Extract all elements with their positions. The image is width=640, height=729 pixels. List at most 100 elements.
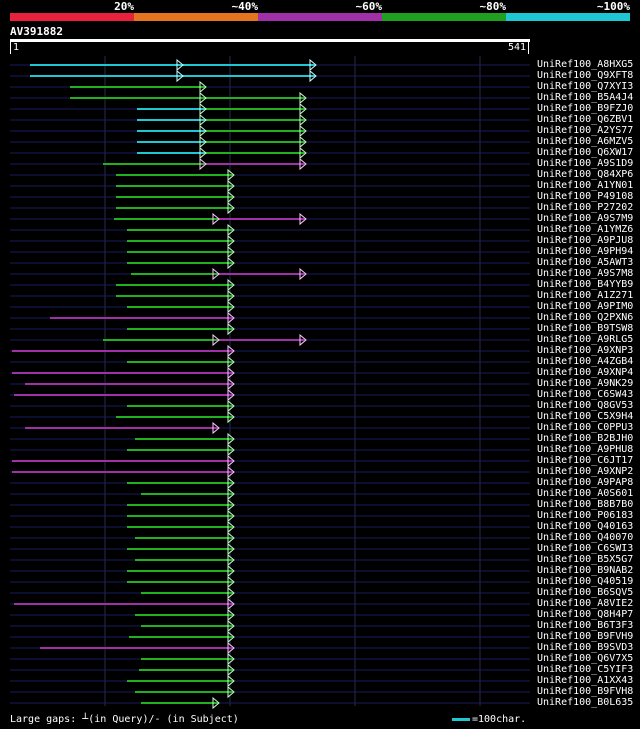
hit-label[interactable]: UniRef100_B5X5G7 xyxy=(537,554,634,565)
hit-end-marker xyxy=(227,663,235,677)
hit-label[interactable]: UniRef100_B9FVH8 xyxy=(537,686,634,697)
hit-label[interactable]: UniRef100_Q9XFT8 xyxy=(537,70,634,81)
hit-label[interactable]: UniRef100_A2YS77 xyxy=(537,125,634,136)
hit-end-marker xyxy=(299,146,307,160)
hit-label[interactable]: UniRef100_A9PHU8 xyxy=(537,444,634,455)
hit-label[interactable]: UniRef100_B9NAB2 xyxy=(537,565,634,576)
hit-end-marker xyxy=(227,685,235,699)
hit-label[interactable]: UniRef100_B9TSW8 xyxy=(537,323,634,334)
hit-label[interactable]: UniRef100_Q40163 xyxy=(537,521,634,532)
hit-label[interactable]: UniRef100_A9S7M9 xyxy=(537,213,634,224)
hit-label[interactable]: UniRef100_P27202 xyxy=(537,202,634,213)
hit-label[interactable]: UniRef100_C5YIF3 xyxy=(537,664,634,675)
hit-label[interactable]: UniRef100_B6SQV5 xyxy=(537,587,634,598)
hit-end-marker xyxy=(299,91,307,105)
hit-label[interactable]: UniRef100_A9XNP4 xyxy=(537,367,634,378)
hit-end-marker xyxy=(199,91,207,105)
hit-label[interactable]: UniRef100_A9XNP2 xyxy=(537,466,634,477)
hit-label[interactable]: UniRef100_A9S1D9 xyxy=(537,158,634,169)
hit-end-marker xyxy=(227,542,235,556)
hit-end-marker xyxy=(212,421,220,435)
hit-label[interactable]: UniRef100_Q2PXN6 xyxy=(537,312,634,323)
hit-label[interactable]: UniRef100_A9PAP8 xyxy=(537,477,634,488)
ruler-end-label: 541 xyxy=(494,42,529,54)
hit-end-marker xyxy=(227,399,235,413)
hit-end-marker xyxy=(212,267,220,281)
hit-end-marker xyxy=(299,212,307,226)
hit-label[interactable]: UniRef100_P49108 xyxy=(537,191,634,202)
hit-label[interactable]: UniRef100_A9RLG5 xyxy=(537,334,634,345)
query-name: AV391882 xyxy=(10,25,63,38)
hit-end-marker xyxy=(227,245,235,259)
hit-label[interactable]: UniRef100_B9FVH9 xyxy=(537,631,634,642)
hit-label[interactable]: UniRef100_Q7XYI3 xyxy=(537,81,634,92)
hit-label[interactable]: UniRef100_A9PJU8 xyxy=(537,235,634,246)
scale-label-1: 20% xyxy=(114,0,134,13)
hit-label[interactable]: UniRef100_C6SWI3 xyxy=(537,543,634,554)
hit-end-marker xyxy=(227,377,235,391)
hit-end-marker xyxy=(227,531,235,545)
hit-label[interactable]: UniRef100_A8HXG5 xyxy=(537,59,634,70)
hit-label[interactable]: UniRef100_C5X9H4 xyxy=(537,411,634,422)
ruler-start-label: 1 xyxy=(10,42,19,54)
hit-label[interactable]: UniRef100_A1Z271 xyxy=(537,290,634,301)
hit-end-marker xyxy=(227,498,235,512)
hit-end-marker xyxy=(227,278,235,292)
hit-label[interactable]: UniRef100_A9XNP3 xyxy=(537,345,634,356)
hit-label[interactable]: UniRef100_P06183 xyxy=(537,510,634,521)
hit-end-marker xyxy=(299,124,307,138)
hit-label[interactable]: UniRef100_C6SW43 xyxy=(537,389,634,400)
hit-end-marker xyxy=(227,388,235,402)
hit-end-marker xyxy=(299,333,307,347)
hit-label[interactable]: UniRef100_A9NK29 xyxy=(537,378,634,389)
hit-label[interactable]: UniRef100_Q6XW17 xyxy=(537,147,634,158)
scale-segment-2 xyxy=(134,13,258,21)
scale-label-5: ~100% xyxy=(596,0,630,13)
legend-scale: =100char. xyxy=(452,714,526,725)
hit-end-marker xyxy=(227,344,235,358)
hit-label[interactable]: UniRef100_Q6ZBV1 xyxy=(537,114,634,125)
hit-label[interactable]: UniRef100_A5AWT3 xyxy=(537,257,634,268)
hit-label[interactable]: UniRef100_A1YMZ6 xyxy=(537,224,634,235)
hit-end-marker xyxy=(199,80,207,94)
hit-end-marker xyxy=(227,454,235,468)
hit-end-marker xyxy=(227,300,235,314)
hit-label[interactable]: UniRef100_A9PIM0 xyxy=(537,301,634,312)
hit-label[interactable]: UniRef100_Q8GV53 xyxy=(537,400,634,411)
scale-segment-5 xyxy=(506,13,630,21)
hit-label[interactable]: UniRef100_A8VIE2 xyxy=(537,598,634,609)
hit-end-marker xyxy=(227,564,235,578)
hit-label[interactable]: UniRef100_A0S601 xyxy=(537,488,634,499)
hit-label[interactable]: UniRef100_A4ZGB4 xyxy=(537,356,634,367)
hit-label[interactable]: UniRef100_A9PH94 xyxy=(537,246,634,257)
hit-end-marker xyxy=(227,168,235,182)
hit-end-marker xyxy=(227,355,235,369)
hit-label[interactable]: UniRef100_B9SVD3 xyxy=(537,642,634,653)
hit-label[interactable]: UniRef100_B8B7B0 xyxy=(537,499,634,510)
alignment-graphic xyxy=(10,56,530,710)
hit-end-marker xyxy=(199,124,207,138)
hit-end-marker xyxy=(199,157,207,171)
hit-label[interactable]: UniRef100_A6MZV5 xyxy=(537,136,634,147)
hit-label[interactable]: UniRef100_C0PPU3 xyxy=(537,422,634,433)
hit-label[interactable]: UniRef100_Q40070 xyxy=(537,532,634,543)
hit-label[interactable]: UniRef100_B9FZJ0 xyxy=(537,103,634,114)
hit-end-marker xyxy=(227,366,235,380)
hit-label[interactable]: UniRef100_Q84XP6 xyxy=(537,169,634,180)
hit-label[interactable]: UniRef100_Q8H4P7 xyxy=(537,609,634,620)
hit-end-marker xyxy=(227,575,235,589)
hit-label[interactable]: UniRef100_B0L635 xyxy=(537,697,634,708)
hit-label[interactable]: UniRef100_Q40519 xyxy=(537,576,634,587)
hit-label[interactable]: UniRef100_Q6V7X5 xyxy=(537,653,634,664)
hit-end-marker xyxy=(227,179,235,193)
hit-end-marker xyxy=(227,597,235,611)
hit-label[interactable]: UniRef100_B4YYB9 xyxy=(537,279,634,290)
hit-label[interactable]: UniRef100_C6JT17 xyxy=(537,455,634,466)
hit-label[interactable]: UniRef100_A1XX43 xyxy=(537,675,634,686)
hit-label[interactable]: UniRef100_A1YN01 xyxy=(537,180,634,191)
hit-label[interactable]: UniRef100_B5A4J4 xyxy=(537,92,634,103)
hit-label[interactable]: UniRef100_A9S7M8 xyxy=(537,268,634,279)
hit-label[interactable]: UniRef100_B6T3F3 xyxy=(537,620,634,631)
hit-label[interactable]: UniRef100_B2BJH0 xyxy=(537,433,634,444)
legend-scale-text: =100char. xyxy=(472,714,527,725)
